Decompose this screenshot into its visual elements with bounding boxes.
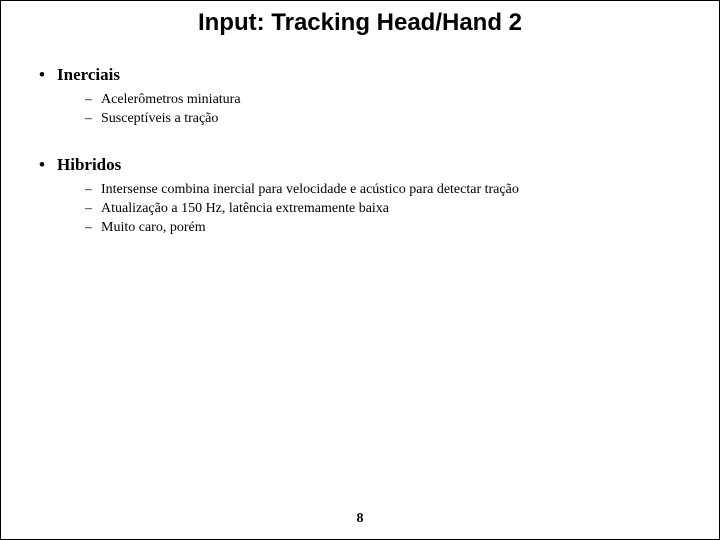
bullet-heading: Inerciais	[37, 65, 683, 85]
sub-bullet: Acelerômetros miniatura	[85, 91, 683, 110]
slide-frame: Input: Tracking Head/Hand 2 Inerciais Ac…	[0, 0, 720, 540]
sub-bullet: Muito caro, porém	[85, 219, 683, 238]
sub-bullet: Intersense combina inercial para velocid…	[85, 181, 683, 200]
sub-bullet: Susceptíveis a tração	[85, 110, 683, 129]
slide-content: Inerciais Acelerômetros miniatura Suscep…	[1, 37, 719, 237]
bullet-heading: Hibridos	[37, 155, 683, 175]
page-number: 8	[1, 511, 719, 527]
sub-list: Intersense combina inercial para velocid…	[37, 181, 683, 238]
sub-bullet: Atualização a 150 Hz, latência extremame…	[85, 200, 683, 219]
sub-list: Acelerômetros miniatura Susceptíveis a t…	[37, 91, 683, 129]
slide-title: Input: Tracking Head/Hand 2	[1, 9, 719, 37]
